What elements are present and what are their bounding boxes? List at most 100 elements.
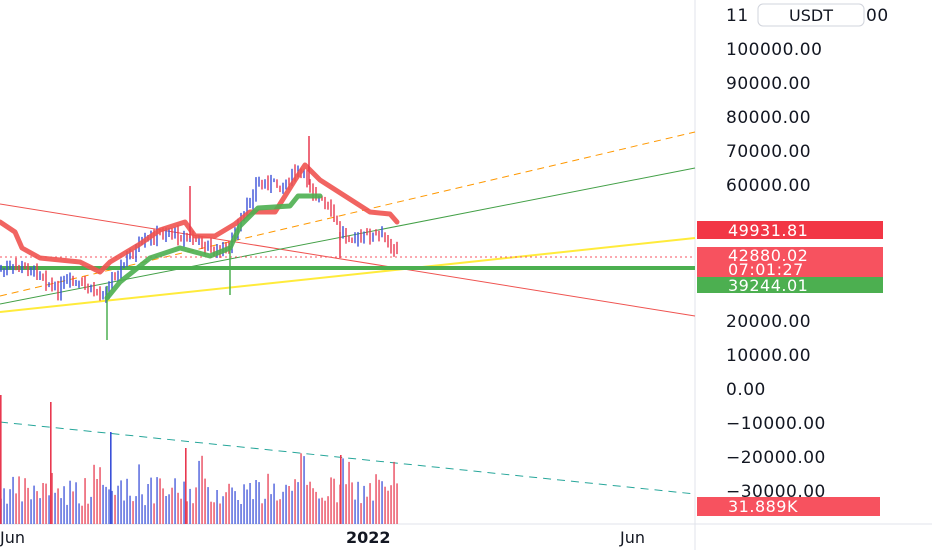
volume-bar [138,464,140,524]
volume-bar [201,455,203,524]
volume-bar [198,460,200,524]
red-trailing-stop [0,162,400,275]
volume-bar [192,503,194,524]
volume-bar [12,476,14,524]
volume-bar [228,483,230,524]
volume-bar [336,502,338,524]
volume-bar [168,494,170,524]
volume-bar [171,487,173,524]
volume-bar [249,483,251,524]
volume-bar [153,503,155,524]
time-label-jun-2: Jun [619,528,645,547]
price-tick-top-left: 11 [726,6,749,26]
price-tick-label: 100000.00 [726,40,822,60]
volume-bar [306,484,308,524]
volume-bar [363,485,365,524]
yellow-trendline [0,237,696,313]
volume-bar [110,432,112,524]
volume-bar [57,488,59,524]
volume-bar [150,477,152,524]
volume-bar [297,482,299,524]
volume-bar [0,395,2,524]
volume-bar [204,478,206,524]
volume-bar [252,499,254,524]
volume-bar [165,496,167,524]
currency-pill[interactable] [757,3,865,27]
volume-bar [42,483,44,524]
price-tick-top-right: 00 [866,6,889,26]
volume-bar [345,484,347,524]
volume-bar [99,467,101,524]
volume-bar [312,488,314,524]
price-tick-label: 90000.00 [726,74,811,94]
volume-bar [30,499,32,524]
price-tick-label: 60000.00 [726,176,811,196]
volume-bar [393,461,395,524]
volume-bar [390,485,392,524]
volume-bar [285,484,287,524]
volume-bar [234,491,236,524]
price-tick-label: 70000.00 [726,142,811,162]
volume-bar [183,481,185,524]
volume-bar [36,491,38,524]
volume-bar [132,501,134,524]
volume-bar [360,503,362,524]
last-price-text: 42880.02 [728,246,808,265]
volume-bar [96,479,98,524]
volume-bar [372,500,374,524]
volume-bar [276,500,278,524]
volume-bar [51,473,53,524]
volume-bars [0,395,398,524]
volume-bar [21,501,23,524]
time-label-jun-1: Jun [0,528,25,547]
currency-label: USDT [789,6,833,25]
price-tick-label: 20000.00 [726,312,811,332]
volume-bar [330,477,332,524]
volume-bar [162,488,164,524]
volume-bar [354,499,356,524]
green-spikes [106,136,341,340]
price-tick-label: 10000.00 [726,346,811,366]
volume-bar [315,491,317,524]
volume-bar [207,487,209,524]
volume-bar [291,490,293,524]
volume-text: 31.889K [728,497,798,516]
volume-bar [381,481,383,524]
upper-price-badge [697,221,883,239]
volume-bar [258,482,260,524]
volume-bar [9,489,11,524]
volume-bar [219,503,221,524]
volume-bar [114,494,116,524]
volume-bar [129,495,131,524]
volume-badge [697,497,880,516]
volume-bar [264,498,266,524]
volume-bar [27,487,29,524]
volume-bar [333,478,335,524]
volume-bar [225,492,227,524]
volume-bar [222,496,224,524]
volume-bar [141,494,143,524]
volume-bar [78,503,80,524]
volume-bar [369,483,371,524]
volume-bar [216,490,218,524]
volume-bar [327,496,329,524]
volume-bar [237,500,239,524]
red-trendline [0,203,696,317]
volume-bar [195,487,197,524]
volume-bar [50,402,52,524]
volume-bar [351,482,353,524]
volume-bar [186,501,188,524]
volume-bar [24,478,26,524]
green-trendline [0,167,696,305]
volume-bar [321,497,323,524]
volume-bar [213,502,215,524]
volume-bar [45,483,47,524]
volume-bar [318,498,320,524]
volume-bar [126,478,128,524]
volume-bar [39,498,41,524]
last-price-badge [697,247,883,277]
volume-bar [261,503,263,524]
volume-bar [288,486,290,524]
volume-bar [105,486,107,524]
